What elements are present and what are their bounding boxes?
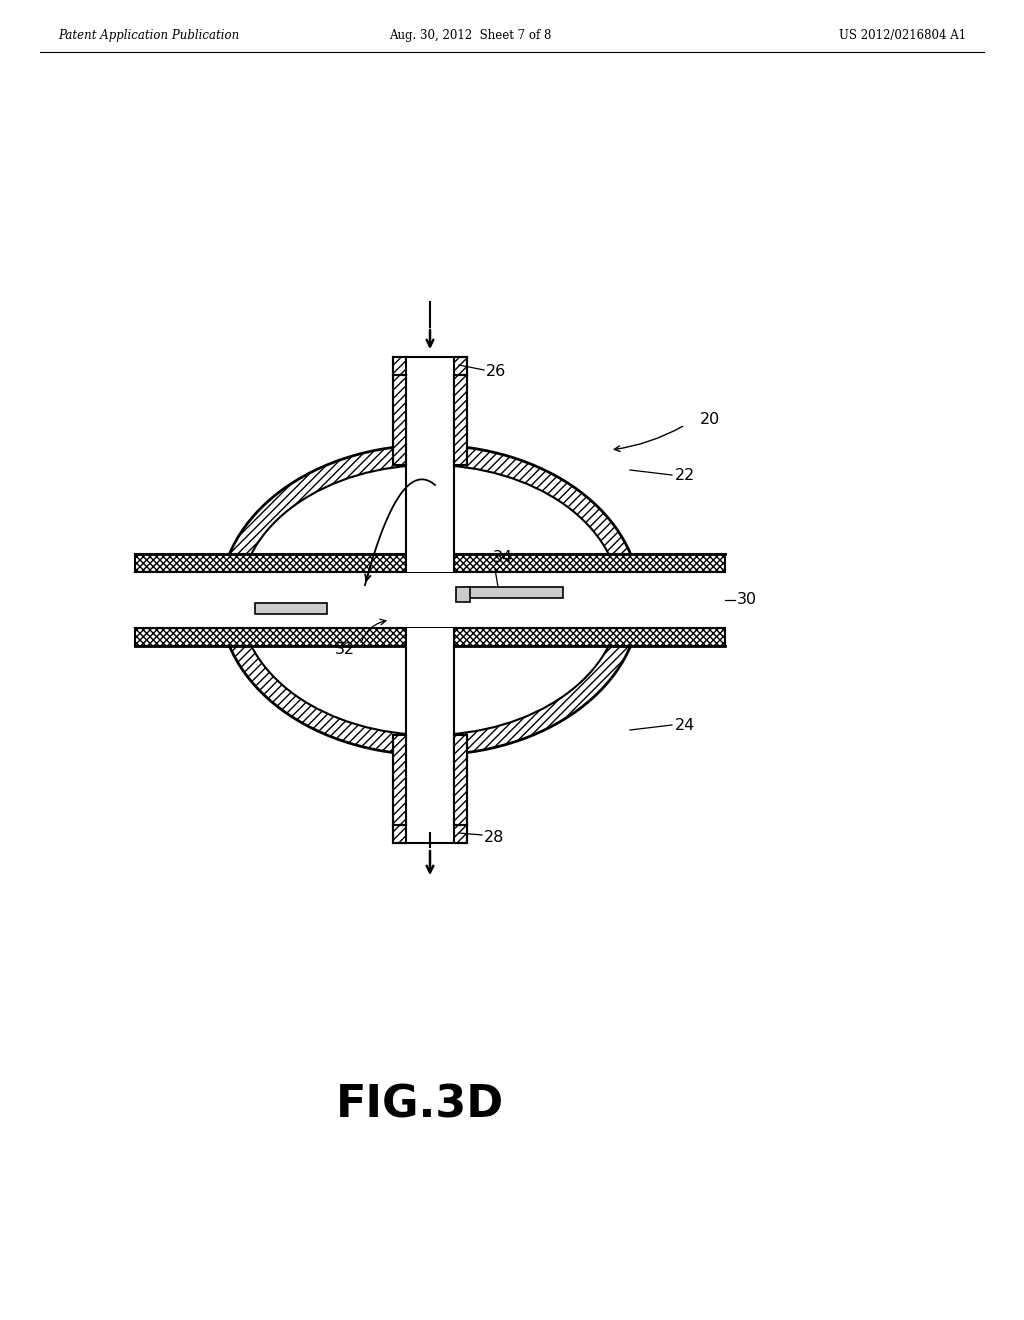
Bar	[393, 375, 406, 465]
Text: Patent Application Publication: Patent Application Publication	[58, 29, 240, 41]
Bar	[406, 375, 454, 572]
Text: US 2012/0216804 A1: US 2012/0216804 A1	[839, 29, 966, 41]
Bar	[393, 356, 406, 375]
Bar	[468, 587, 563, 598]
Text: 20: 20	[700, 412, 720, 428]
Text: FIG.3D: FIG.3D	[336, 1084, 504, 1126]
Bar	[454, 356, 467, 375]
Text: 34: 34	[493, 550, 513, 565]
Text: 22: 22	[675, 467, 695, 483]
Bar	[135, 554, 725, 572]
Bar	[454, 735, 467, 825]
Text: 26: 26	[486, 364, 506, 380]
Text: Aug. 30, 2012  Sheet 7 of 8: Aug. 30, 2012 Sheet 7 of 8	[389, 29, 551, 41]
Bar	[135, 628, 725, 645]
Bar	[454, 375, 467, 465]
Ellipse shape	[220, 445, 640, 755]
Text: 30: 30	[737, 593, 757, 607]
Text: 28: 28	[484, 829, 505, 845]
Bar	[255, 603, 327, 614]
Bar	[406, 628, 454, 825]
Ellipse shape	[240, 465, 620, 735]
Bar	[454, 825, 467, 843]
Text: 24: 24	[675, 718, 695, 733]
Bar	[393, 825, 406, 843]
Bar	[456, 587, 470, 602]
Bar	[393, 735, 406, 825]
Text: 32: 32	[335, 643, 355, 657]
Bar	[135, 572, 725, 628]
